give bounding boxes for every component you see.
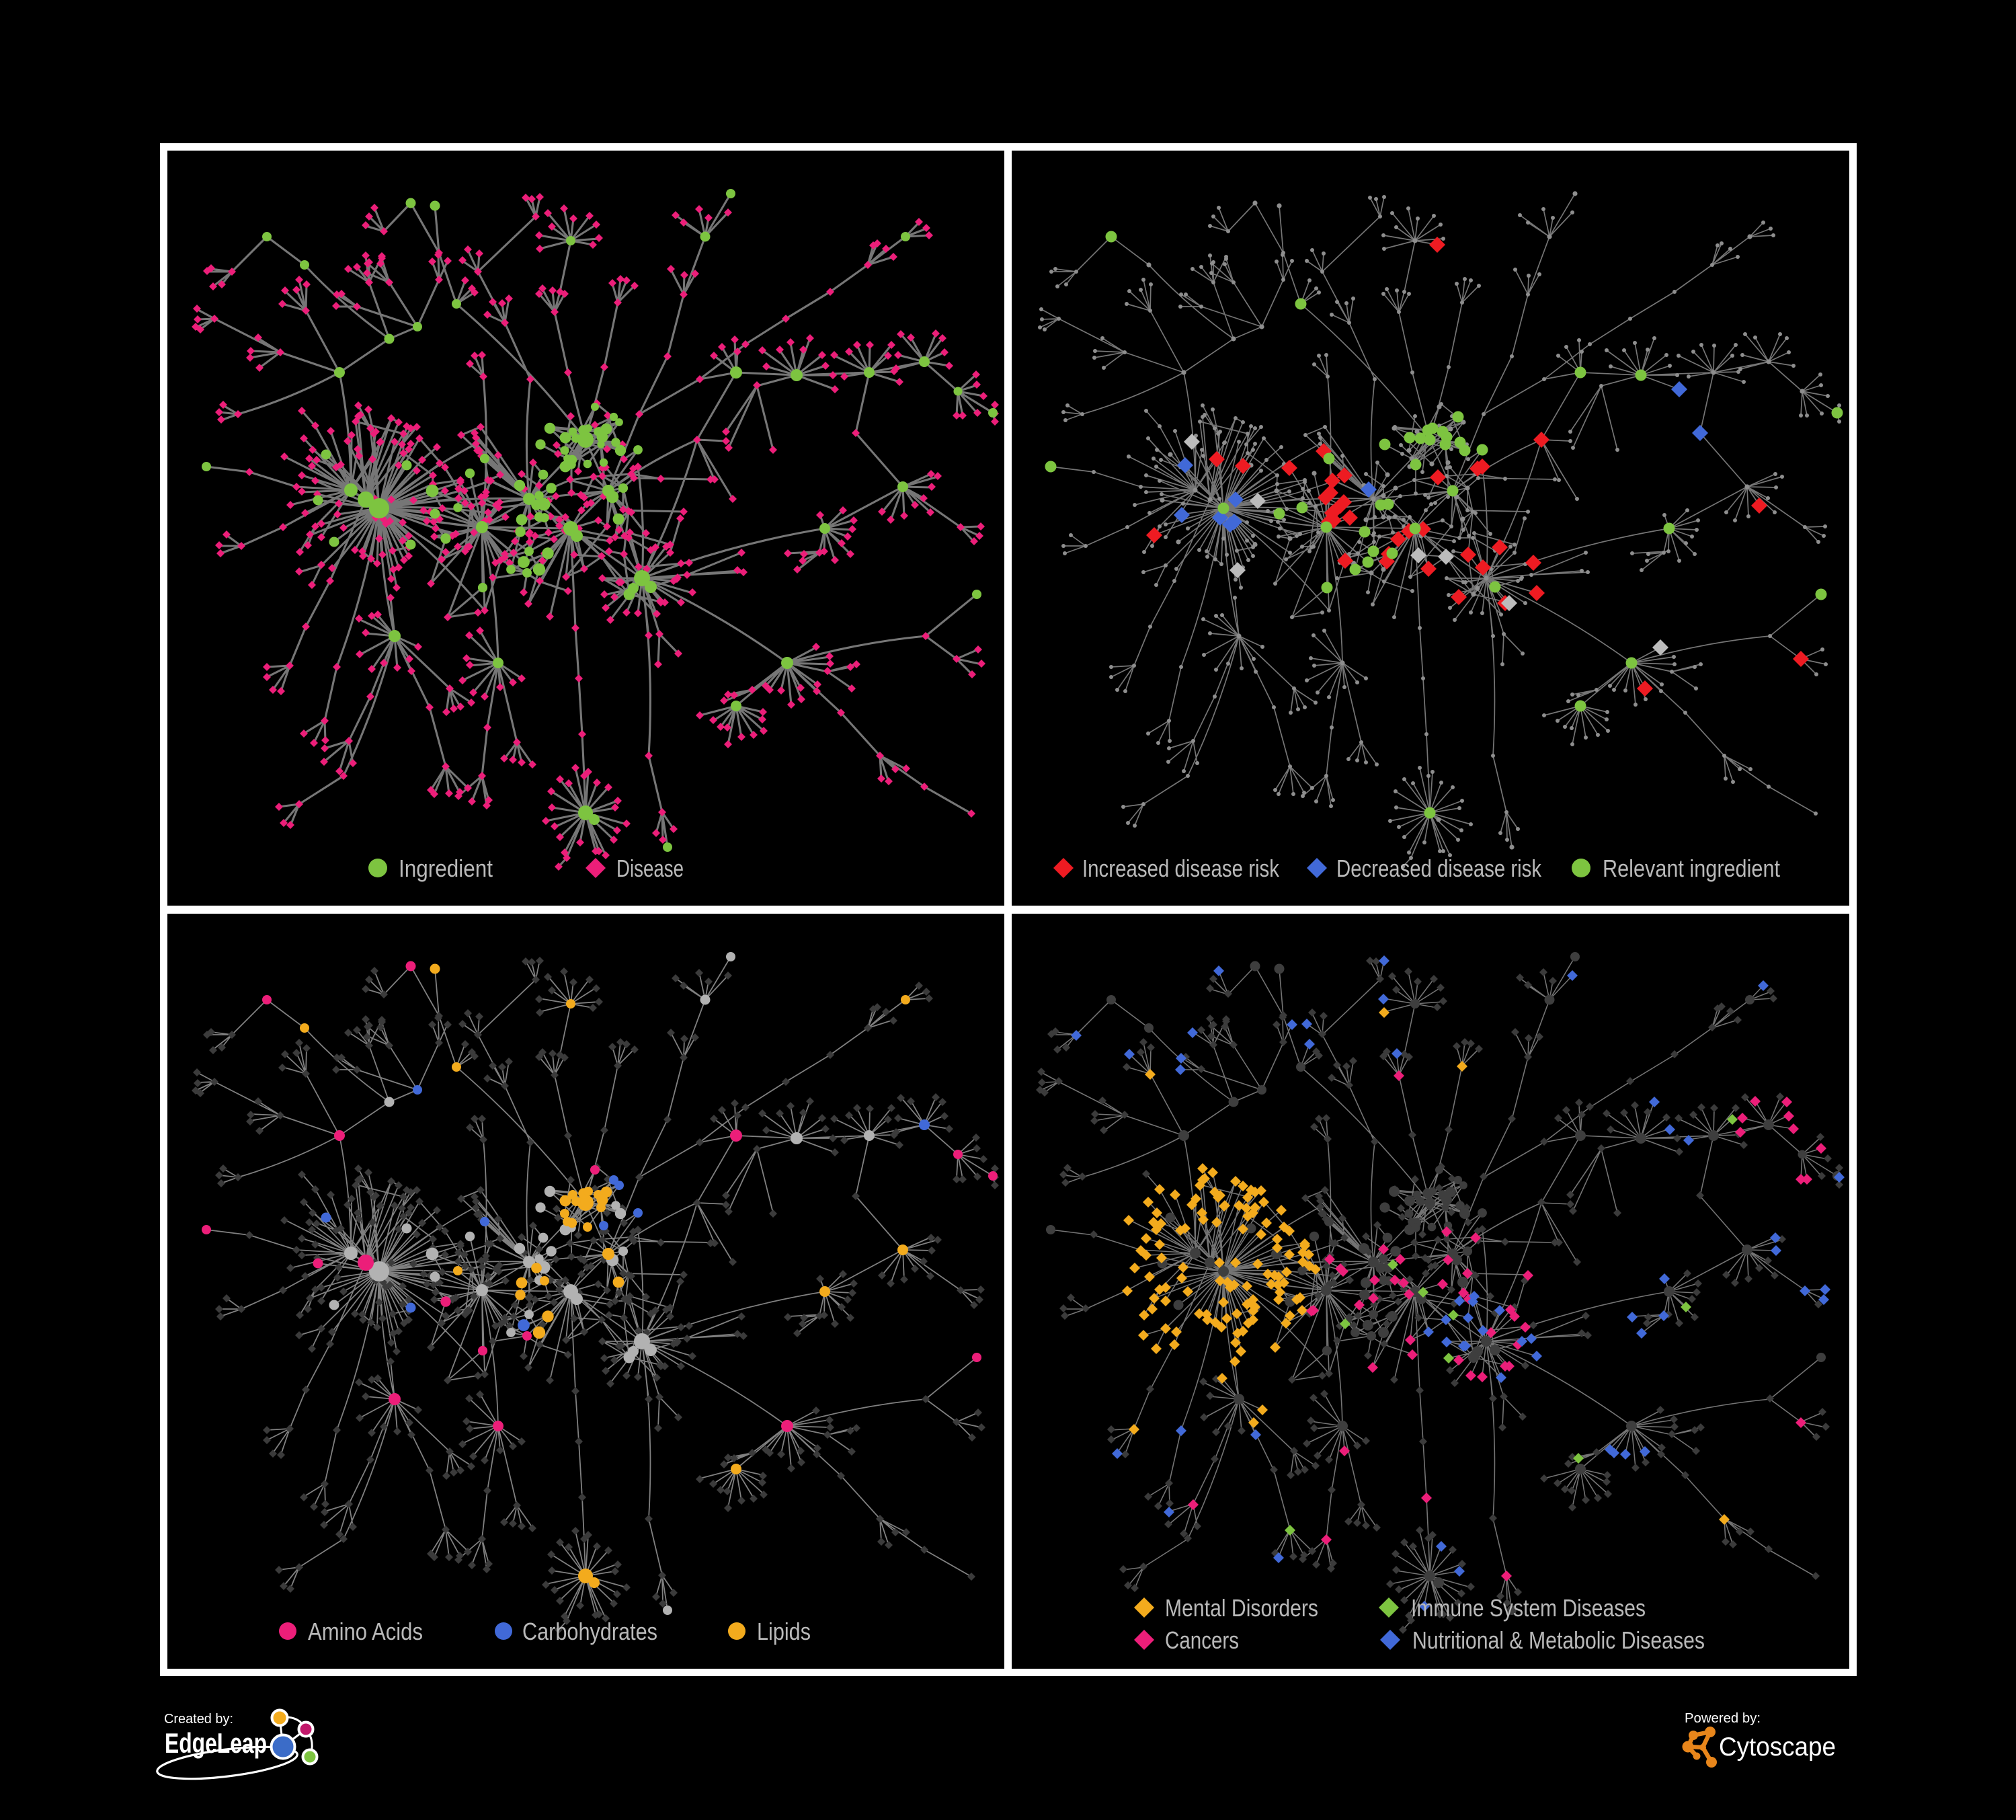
- svg-text:Decreased disease risk: Decreased disease risk: [1336, 855, 1542, 882]
- svg-text:Disease: Disease: [616, 855, 684, 882]
- svg-text:Ingredient: Ingredient: [399, 855, 493, 882]
- svg-text:Nutritional & Metabolic Diseas: Nutritional & Metabolic Diseases: [1412, 1626, 1705, 1654]
- svg-text:Powered by:: Powered by:: [1685, 1711, 1761, 1726]
- svg-text:Immune System Diseases: Immune System Diseases: [1411, 1594, 1646, 1622]
- svg-text:Cytoscape: Cytoscape: [1719, 1733, 1836, 1762]
- svg-text:Increased disease risk: Increased disease risk: [1082, 855, 1280, 882]
- svg-text:Amino Acids: Amino Acids: [308, 1618, 423, 1645]
- svg-text:Relevant ingredient: Relevant ingredient: [1603, 855, 1780, 882]
- svg-text:Cancers: Cancers: [1165, 1626, 1239, 1654]
- svg-text:Created by:: Created by:: [164, 1712, 233, 1727]
- svg-text:EdgeLeap: EdgeLeap: [165, 1727, 267, 1759]
- svg-text:Carbohydrates: Carbohydrates: [522, 1618, 657, 1645]
- svg-text:Lipids: Lipids: [757, 1618, 811, 1645]
- svg-text:Mental Disorders: Mental Disorders: [1165, 1594, 1318, 1622]
